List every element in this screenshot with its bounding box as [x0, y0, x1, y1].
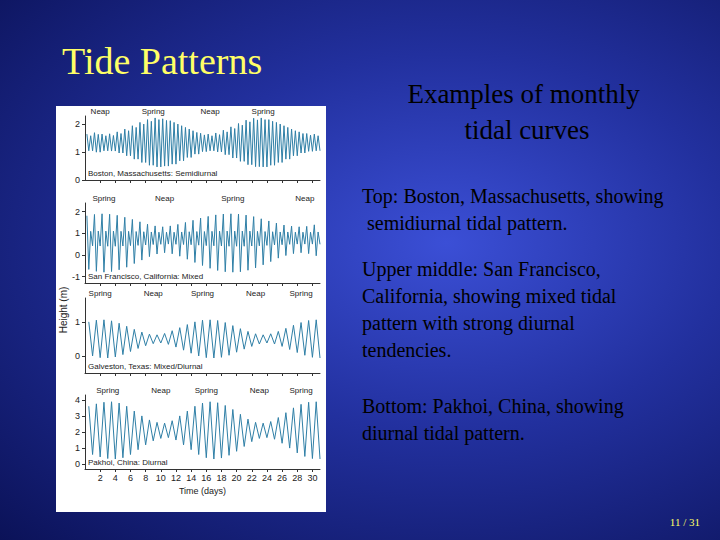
svg-text:1: 1	[75, 228, 80, 238]
svg-text:6: 6	[128, 473, 133, 483]
svg-text:tendencies.: tendencies.	[362, 339, 451, 361]
svg-text:4: 4	[75, 395, 80, 405]
svg-text:2: 2	[75, 119, 80, 129]
svg-text:Galveston, Texas: Mixed/Diurna: Galveston, Texas: Mixed/Diurnal	[88, 362, 203, 371]
svg-text:Neap: Neap	[155, 194, 175, 203]
svg-text:Spring: Spring	[252, 107, 275, 116]
svg-text:Pakhoi, China: Diurnal: Pakhoi, China: Diurnal	[88, 458, 168, 467]
svg-text:3: 3	[75, 411, 80, 421]
svg-text:30: 30	[307, 473, 317, 483]
svg-text:Tide Patterns: Tide Patterns	[62, 40, 262, 82]
svg-text:12: 12	[171, 473, 181, 483]
svg-text:2: 2	[75, 207, 80, 217]
svg-text:Spring: Spring	[191, 289, 214, 298]
svg-text:Upper middle: San Francisco,: Upper middle: San Francisco,	[362, 258, 606, 281]
svg-text:0: 0	[75, 459, 80, 469]
svg-text:16: 16	[201, 473, 211, 483]
svg-text:0: 0	[75, 175, 80, 185]
svg-text:Neap: Neap	[144, 289, 164, 298]
svg-text:Spring: Spring	[289, 289, 312, 298]
svg-text:pattern with strong diurnal: pattern with strong diurnal	[362, 312, 580, 335]
svg-text:Spring: Spring	[96, 386, 119, 395]
svg-text:Neap: Neap	[246, 289, 266, 298]
svg-text:tidal curves: tidal curves	[464, 115, 589, 145]
svg-text:8: 8	[143, 473, 148, 483]
svg-text:Neap: Neap	[250, 386, 270, 395]
svg-text:-1: -1	[72, 272, 80, 282]
svg-text:10: 10	[156, 473, 166, 483]
svg-text:Spring: Spring	[92, 194, 115, 203]
svg-text:Spring: Spring	[142, 107, 165, 116]
svg-text:0: 0	[75, 250, 80, 260]
svg-text:Neap: Neap	[151, 386, 171, 395]
svg-text:14: 14	[186, 473, 196, 483]
svg-text:Bottom: Pakhoi, China, showing: Bottom: Pakhoi, China, showing	[362, 395, 629, 418]
svg-text:Spring: Spring	[289, 386, 312, 395]
svg-text:California, showing mixed tida: California, showing mixed tidal	[362, 285, 621, 308]
svg-text:Top: Boston, Massachusetts, sh: Top: Boston, Massachusetts, showing	[362, 185, 663, 208]
svg-text:semidiurnal tidal pattern.: semidiurnal tidal pattern.	[362, 212, 568, 235]
svg-text:24: 24	[262, 473, 272, 483]
svg-text:2: 2	[75, 427, 80, 437]
svg-text:4: 4	[113, 473, 118, 483]
svg-text:Spring: Spring	[221, 194, 244, 203]
svg-text:Boston, Massachusetts: Semidiu: Boston, Massachusetts: Semidiurnal	[88, 169, 218, 178]
svg-text:1: 1	[75, 317, 80, 327]
svg-text:2: 2	[98, 473, 103, 483]
svg-text:22: 22	[247, 473, 257, 483]
svg-text:Neap: Neap	[201, 107, 221, 116]
svg-text:Time (days): Time (days)	[179, 486, 226, 496]
svg-text:1: 1	[75, 147, 80, 157]
svg-text:Height (m): Height (m)	[58, 287, 69, 334]
svg-text:26: 26	[277, 473, 287, 483]
svg-text:28: 28	[292, 473, 302, 483]
svg-text:diurnal tidal pattern.: diurnal tidal pattern.	[362, 422, 525, 445]
svg-text:Neap: Neap	[91, 107, 111, 116]
svg-text:11 / 31: 11 / 31	[670, 516, 700, 528]
svg-text:Spring: Spring	[195, 386, 218, 395]
svg-text:20: 20	[232, 473, 242, 483]
svg-text:18: 18	[216, 473, 226, 483]
svg-text:Examples of monthly: Examples of monthly	[407, 79, 646, 109]
svg-text:San Francisco, California: Mix: San Francisco, California: Mixed	[88, 272, 203, 281]
svg-text:1: 1	[75, 443, 80, 453]
svg-text:0: 0	[75, 351, 80, 361]
svg-text:Neap: Neap	[295, 194, 315, 203]
svg-text:Spring: Spring	[89, 289, 112, 298]
